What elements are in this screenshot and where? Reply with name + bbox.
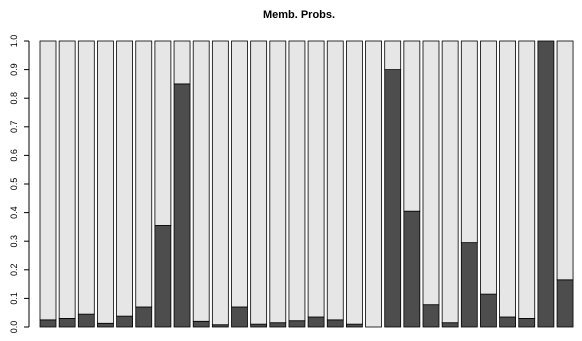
bar-segment-light <box>77 40 95 315</box>
bar-segment-light <box>39 40 57 321</box>
bar-segment-dark <box>384 69 402 328</box>
bar-segment-light <box>499 40 517 318</box>
bar-segment-dark <box>250 323 268 328</box>
bar-segment-light <box>231 40 248 308</box>
y-axis: 0.0 0.1 0.2 0.3 0.4 0.5 0.6 0.7 0.8 0.9 1.0 <box>9 35 30 334</box>
bars-group <box>39 40 574 328</box>
bar-segment-light <box>116 40 133 317</box>
bar-segment-dark <box>77 313 95 328</box>
bar-segment-light <box>135 40 153 308</box>
y-tick-label: 0.6 <box>9 149 19 162</box>
bar-segment-light <box>192 40 210 322</box>
bar-segment-dark <box>537 40 555 328</box>
y-tick-label: 0.0 <box>9 321 19 334</box>
bar-segment-light <box>154 40 172 226</box>
bar-segment-light <box>556 40 574 281</box>
bar-segment-dark <box>556 279 574 328</box>
bar-segment-dark <box>116 315 133 328</box>
bar-segment-dark <box>269 322 287 328</box>
bar-segment-light <box>422 40 440 306</box>
y-tick-label: 0.1 <box>9 292 19 305</box>
bar-segment-dark <box>173 83 191 328</box>
bar-segment-dark <box>307 316 325 328</box>
bar-segment-dark <box>39 319 57 328</box>
bar-segment-dark <box>135 306 153 328</box>
bar-segment-light <box>460 40 478 244</box>
bar-segment-light <box>326 40 344 321</box>
bar-segment-dark <box>499 316 517 328</box>
bar-segment-light <box>441 40 459 324</box>
y-tick-label: 0.9 <box>9 63 19 76</box>
y-tick-label: 0.3 <box>9 235 19 248</box>
bar-segment-dark <box>58 318 76 328</box>
bar-segment-light <box>211 40 229 326</box>
bar-segment-light <box>97 40 114 324</box>
bar-segment-dark <box>403 210 421 328</box>
y-tick-label: 1.0 <box>9 35 19 48</box>
bar-segment-dark <box>231 306 248 328</box>
bar-segment-dark <box>192 320 210 328</box>
bar-segment-light <box>365 40 382 328</box>
bar-segment-light <box>480 40 497 295</box>
bar-segment-light <box>288 40 306 322</box>
bar-segment-dark <box>460 242 478 328</box>
y-tick-label: 0.7 <box>9 121 19 134</box>
y-tick-label: 0.8 <box>9 92 19 105</box>
bar-segment-dark <box>441 322 459 328</box>
y-tick-label: 0.4 <box>9 206 19 219</box>
chart-title: Memb. Probs. <box>263 9 335 21</box>
bar-segment-dark <box>288 320 306 328</box>
bar-segment-light <box>307 40 325 318</box>
bar-segment-light <box>173 40 191 85</box>
y-tick-label: 0.2 <box>9 264 19 277</box>
bar-segment-light <box>384 40 402 71</box>
bar-segment-light <box>250 40 268 325</box>
bar-segment-light <box>518 40 536 319</box>
bar-segment-dark <box>480 293 497 328</box>
bar-segment-dark <box>326 319 344 328</box>
y-tick-label: 0.5 <box>9 178 19 191</box>
bar-segment-light <box>345 40 363 325</box>
bar-segment-dark <box>97 322 114 328</box>
bar-segment-dark <box>154 225 172 328</box>
bar-segment-dark <box>422 304 440 328</box>
bar-segment-dark <box>518 318 536 328</box>
bar-segment-light <box>269 40 287 324</box>
bar-segment-dark <box>345 323 363 328</box>
bar-segment-light <box>403 40 421 212</box>
bar-segment-light <box>58 40 76 319</box>
